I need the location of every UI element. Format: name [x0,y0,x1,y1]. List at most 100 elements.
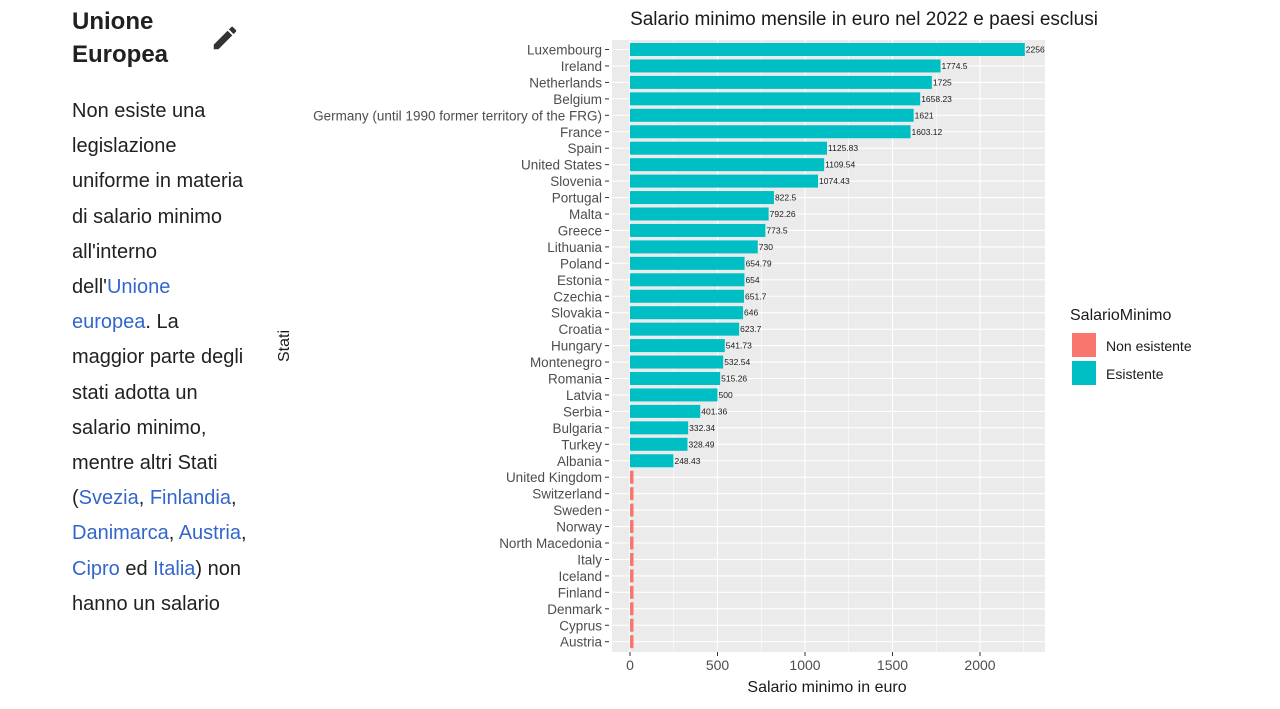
y-axis-title: Stati [276,330,293,362]
x-tick-label: 1000 [789,657,820,673]
y-tick-label: Croatia [558,322,602,337]
bar-value-label: 792.26 [770,209,796,219]
bar-value-label: 654.79 [746,258,772,268]
bar-poland [630,256,745,270]
edit-pencil-icon[interactable] [210,23,240,53]
bar-value-label: 1125.83 [828,143,858,153]
y-tick-label: United Kingdom [506,470,602,485]
y-tick-label: Malta [569,207,603,222]
bar-austria [630,635,634,649]
article-paragraph: Non esiste una legislazione uniforme in … [72,94,252,622]
bar-france [630,125,911,139]
bar-value-label: 332.34 [689,423,715,433]
bar-value-label: 654 [745,275,759,285]
bar-value-label: 730 [759,242,773,252]
y-tick-label: Serbia [563,404,603,419]
bar-value-label: 541.73 [726,341,752,351]
bar-luxembourg [630,43,1025,56]
bar-norway [630,520,634,534]
bar-hungary [630,339,725,353]
x-tick-label: 500 [706,657,730,673]
bar-italy [630,552,634,566]
bar-greece [630,223,766,237]
x-tick-labels: 0 500 1000 1500 2000 [626,652,996,673]
y-tick-label: Germany (until 1990 former territory of … [313,108,602,123]
bar-value-label: 1774.5 [942,61,968,71]
bar-albania [630,454,674,468]
section-heading: Unione Europea [72,8,169,68]
bar-value-label: 1603.12 [912,127,943,137]
bar-slovakia [630,306,744,320]
y-tick-label: United States [521,158,602,173]
y-tick-label: Italy [577,552,602,567]
paragraph-text: ) non hanno un salario [72,557,241,615]
y-tick-label: France [560,125,602,140]
bar-value-label: 328.49 [688,439,714,449]
link-svezia[interactable]: Svezia [78,487,139,510]
y-tick-label: Bulgaria [552,421,602,436]
link-finlandia[interactable]: Finlandia [149,487,231,510]
legend: SalarioMinimo Non esistente Esistente [1070,307,1192,385]
y-tick-label: Albania [557,454,603,469]
y-tick-label: Hungary [551,339,602,354]
y-tick-label: Luxembourg [527,43,602,58]
paragraph-text: , [168,522,179,545]
bar-germany-until-1990-former-territory-of-the-frg [630,108,914,122]
bar-value-label: 623.7 [740,324,762,334]
y-tick-label: Ireland [561,59,602,74]
link-cipro[interactable]: Cipro [72,557,120,580]
bar-lithuania [630,240,758,254]
paragraph-text: , [240,522,247,545]
bar-estonia [630,273,745,287]
bar-croatia [630,322,740,336]
bar-cyprus [630,618,634,632]
link-unione-europea[interactable]: Unione europea [72,276,171,334]
y-tick-label: Portugal [552,191,602,206]
y-tick-label: Greece [558,223,602,238]
legend-title: SalarioMinimo [1070,307,1171,324]
bar-value-label: 1725 [933,77,952,87]
y-tick-label: North Macedonia [499,536,602,551]
bar-ireland [630,59,941,73]
y-tick-label: Slovenia [550,174,602,189]
bar-united-states [630,158,825,172]
bar-value-label: 532.54 [724,357,750,367]
y-tick-label: Slovakia [551,306,603,321]
bar-iceland [630,569,634,583]
bar-spain [630,141,828,155]
y-tick-label: Belgium [553,92,602,107]
y-tick-label: Iceland [558,569,602,584]
y-tick-label: Sweden [553,503,602,518]
minimum-wage-chart[interactable]: Salario minimo mensile in euro nel 2022 … [270,0,1270,709]
link-italia[interactable]: Italia [153,557,196,580]
y-tick-label: Montenegro [530,355,602,370]
bar-value-label: 646 [744,308,758,318]
y-tick-label: Spain [567,141,602,156]
bar-value-label: 500 [719,390,733,400]
bar-slovenia [630,174,819,188]
bar-denmark [630,602,634,616]
bar-montenegro [630,355,724,369]
y-tick-label: Netherlands [529,75,602,90]
y-tick-label: Czechia [553,289,602,304]
y-tick-label: Turkey [561,437,602,452]
bar-switzerland [630,487,634,501]
legend-label-non-esistente: Non esistente [1106,338,1192,354]
y-tick-label: Latvia [566,388,603,403]
paragraph-text: , [231,487,237,510]
bar-value-label: 773.5 [766,225,788,235]
bar-value-label: 1109.54 [825,160,855,170]
legend-label-esistente: Esistente [1106,366,1164,382]
bar-belgium [630,92,921,106]
x-tick-label: 0 [626,657,634,673]
y-tick-label: Estonia [557,273,603,288]
y-tick-label: Lithuania [547,240,602,255]
x-axis-title: Salario minimo in euro [747,679,906,696]
bar-value-label: 1658.23 [921,94,952,104]
bar-value-label: 1621 [915,110,934,120]
legend-swatch-non-esistente [1072,333,1096,357]
bar-value-label: 651.7 [745,291,767,301]
link-danimarca[interactable]: Danimarca [72,522,169,545]
link-austria[interactable]: Austria [178,522,241,545]
